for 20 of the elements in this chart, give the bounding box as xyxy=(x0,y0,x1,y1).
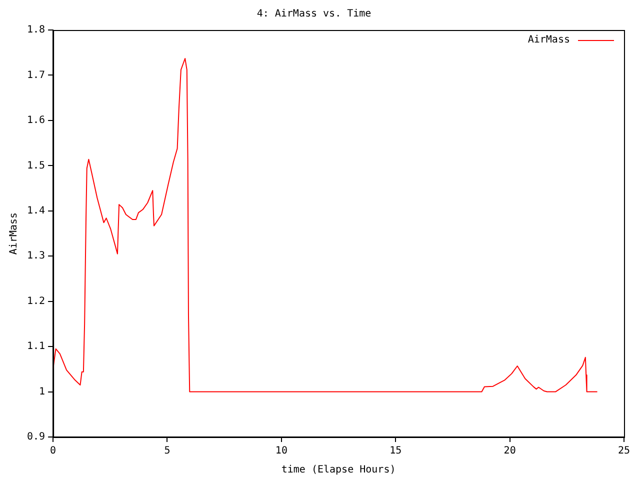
x-tick-label: 5 xyxy=(164,446,170,457)
y-tick-label: 1.2 xyxy=(27,296,46,307)
y-tick-label: 1.6 xyxy=(27,115,46,126)
y-tick-label: 1.1 xyxy=(27,341,46,352)
y-tick-label: 1.7 xyxy=(27,70,46,81)
x-tick-label: 25 xyxy=(618,446,630,457)
y-tick-label: 1.5 xyxy=(27,160,46,172)
x-tick-label: 10 xyxy=(275,446,288,457)
x-axis-title: time (Elapse Hours) xyxy=(281,464,396,476)
legend-label: AirMass xyxy=(528,34,570,46)
x-tick-label: 15 xyxy=(390,446,402,457)
y-tick-label: 1.3 xyxy=(27,250,46,262)
y-tick-label: 0.9 xyxy=(27,432,46,443)
y-tick-label: 1 xyxy=(39,386,46,398)
y-axis-title: AirMass xyxy=(8,212,20,255)
x-tick-label: 0 xyxy=(50,446,56,457)
y-tick-label: 1.4 xyxy=(27,205,46,216)
chart-title: 4: AirMass vs. Time xyxy=(256,8,372,20)
y-tick-label: 1.8 xyxy=(27,24,46,36)
x-tick-label: 20 xyxy=(504,446,516,457)
